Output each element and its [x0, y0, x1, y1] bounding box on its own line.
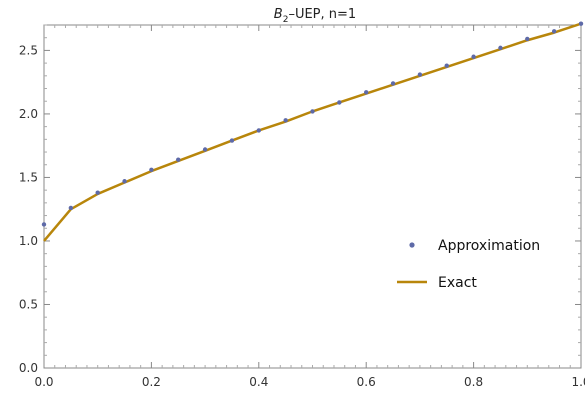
legend-exact-label: Exact	[438, 275, 477, 291]
x-tick-label: 0.2	[142, 375, 161, 389]
approximation-point	[202, 147, 208, 152]
approximation-point	[390, 81, 396, 86]
x-tick-label: 0.4	[249, 375, 268, 389]
approximation-point	[444, 63, 449, 68]
y-tick-label: 0.5	[19, 297, 38, 311]
approximation-point	[364, 90, 369, 95]
approximation-point	[417, 72, 423, 77]
x-tick-label: 1.0	[571, 375, 585, 389]
approximation-point	[122, 179, 127, 184]
series-layer	[41, 21, 584, 242]
approximation-point	[578, 21, 584, 26]
ticks-layer: 0.0 0.2 0.4 0.6 0.8 1.0 0.0 0.5 1.0 1.5 2.0 2.5	[19, 24, 585, 389]
y-tick-label: 2.5	[19, 43, 38, 57]
title-rest: –UEP, n=1	[288, 7, 356, 22]
x-tick-label: 0.6	[357, 375, 376, 389]
approximation-point	[149, 167, 154, 173]
approximation-point	[95, 190, 100, 195]
legend: Approximation Exact	[397, 238, 540, 291]
approximation-point	[283, 118, 288, 123]
y-tick-label: 0.0	[19, 361, 38, 375]
plot-frame	[43, 24, 582, 369]
approximation-point	[229, 138, 235, 143]
approximation-point	[551, 29, 557, 34]
approximation-point	[41, 222, 47, 227]
approximation-point	[337, 100, 342, 105]
approximation-point	[68, 205, 74, 211]
y-tick-label: 1.5	[19, 170, 38, 184]
legend-approximation-marker	[409, 242, 415, 248]
title-base: B	[274, 7, 283, 22]
approximation-point	[525, 36, 530, 42]
approximation-point	[310, 109, 315, 114]
approximation-point	[176, 157, 181, 162]
y-tick-label: 1.0	[19, 234, 38, 248]
x-tick-label: 0.8	[464, 375, 483, 389]
x-tick-label: 0.0	[34, 375, 53, 389]
legend-approximation-label: Approximation	[438, 238, 540, 254]
series-exact-line	[43, 22, 582, 242]
chart-title: B2–UEP, n=1	[274, 7, 356, 25]
approximation-point	[471, 54, 476, 59]
y-tick-label: 2.0	[19, 107, 38, 121]
title-subscript: 2	[283, 15, 289, 25]
approximation-point	[498, 45, 503, 51]
approximation-point	[256, 128, 261, 133]
